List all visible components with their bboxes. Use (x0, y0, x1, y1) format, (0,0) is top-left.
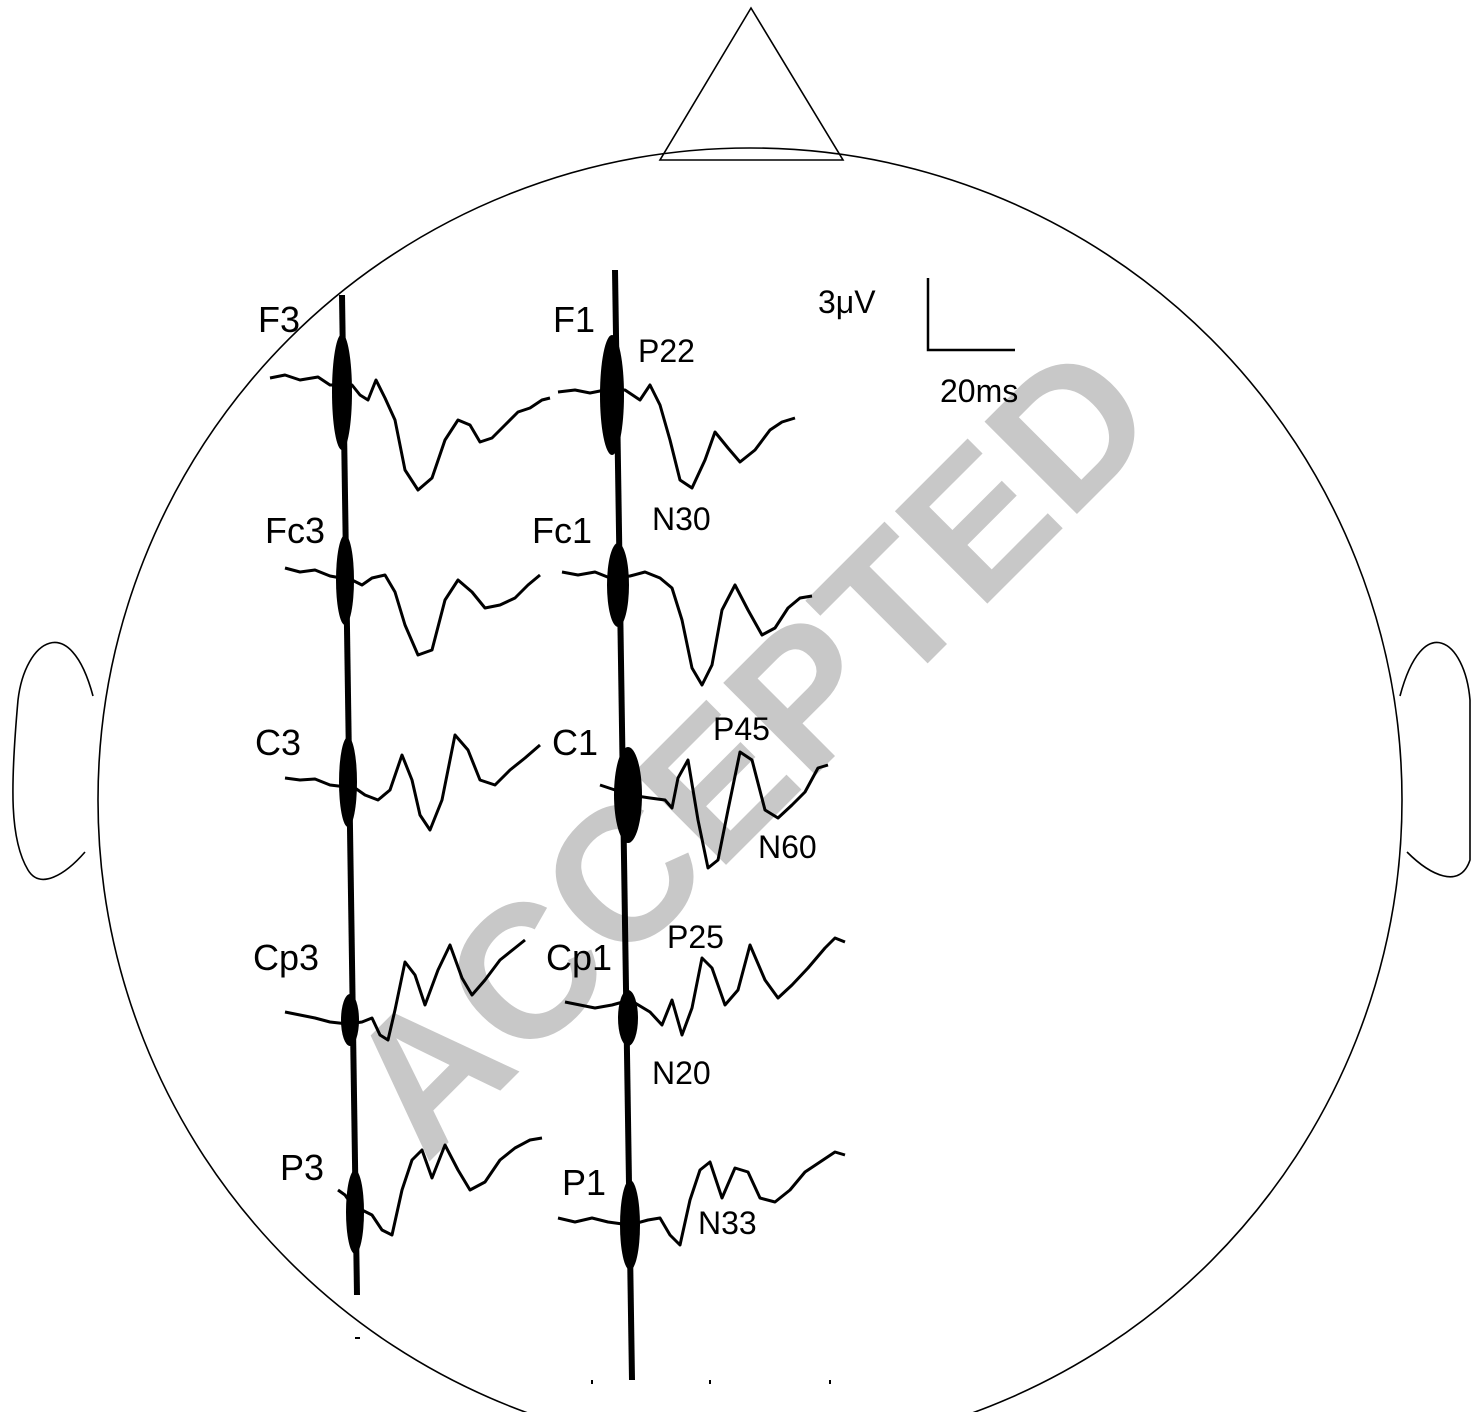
electrode-label-p3: P3 (280, 1147, 324, 1188)
scale-bar: 3μV 20ms (818, 278, 1018, 409)
waveform-f3 (269, 373, 551, 492)
electrode-label-fc3: Fc3 (265, 510, 325, 551)
waveform-cp1 (564, 936, 846, 1037)
artifact-burst-cp3 (341, 994, 359, 1046)
accepted-watermark: ACCEPTED (305, 305, 1194, 1194)
waveform-cp3 (284, 938, 526, 1042)
bottom-ticks (355, 1337, 831, 1384)
scale-bar-amplitude: 3μV (818, 284, 876, 320)
waveform-fc1 (561, 570, 813, 687)
electrode-label-c3: C3 (255, 722, 301, 763)
electrode-label-f1: F1 (553, 299, 595, 340)
electrode-label-cp3: Cp3 (253, 937, 319, 978)
peak-labels: P22 N30 P45 N60 P25 N20 N33 (638, 333, 817, 1241)
artifact-burst-f1 (600, 335, 624, 455)
peak-label-n33: N33 (698, 1205, 757, 1241)
peak-label-n30: N30 (652, 501, 711, 537)
scale-bar-time: 20ms (940, 373, 1018, 409)
artifact-burst-c3 (339, 737, 357, 827)
artifact-burst-p3 (346, 1170, 364, 1254)
peak-label-p22: P22 (638, 333, 695, 369)
waveform-f1 (557, 383, 796, 490)
peak-label-p45: P45 (713, 711, 770, 747)
nose-triangle (658, 6, 845, 161)
head-schematic (12, 6, 1471, 1412)
waveform-p3 (337, 1136, 543, 1237)
right-ear (1399, 641, 1471, 878)
waveform-c1 (599, 750, 829, 870)
left-ear (12, 641, 94, 881)
artifact-burst-f3 (332, 334, 352, 450)
waveform-c3 (284, 733, 541, 832)
electrode-label-fc1: Fc1 (532, 510, 592, 551)
waveforms (269, 373, 846, 1247)
artifact-burst-cp1 (618, 990, 638, 1046)
scale-bar-lines (926, 278, 1015, 352)
electrode-label-p1: P1 (562, 1162, 606, 1203)
peak-label-n20: N20 (652, 1055, 711, 1091)
electrode-label-cp1: Cp1 (546, 937, 612, 978)
electrode-labels: F3 Fc3 C3 Cp3 P3 F1 Fc1 C1 Cp1 P1 (253, 299, 612, 1203)
electrode-label-c1: C1 (552, 722, 598, 763)
artifact-bursts (332, 334, 642, 1270)
waveform-fc3 (284, 566, 541, 657)
peak-label-n60: N60 (758, 829, 817, 865)
waveform-p1 (557, 1150, 846, 1247)
head-outline (97, 147, 1403, 1412)
electrode-label-f3: F3 (258, 299, 300, 340)
peak-label-p25: P25 (667, 919, 724, 955)
artifact-burst-fc1 (607, 543, 629, 627)
